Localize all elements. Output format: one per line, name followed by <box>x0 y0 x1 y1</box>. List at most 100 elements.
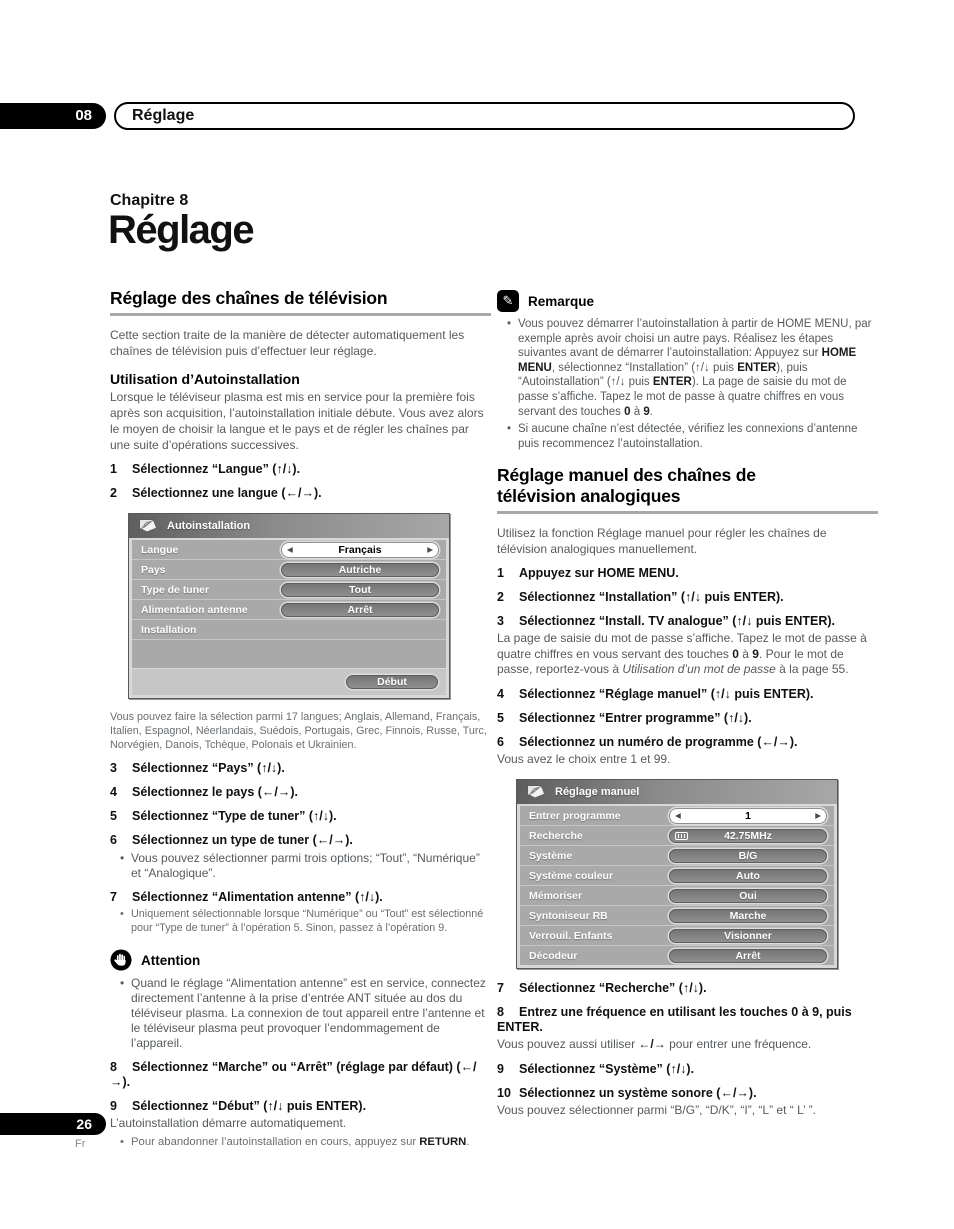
menu-title-icon <box>137 517 159 536</box>
step-number: 3 <box>110 761 117 776</box>
chapter-number-tab: 08 <box>0 103 106 129</box>
step-number: 8 <box>110 1060 117 1075</box>
step-item: 3 Sélectionnez “Install. TV analogue” (↑/… <box>497 614 878 629</box>
step-item: 5 Sélectionnez “Type de tuner” (↑/↓). <box>110 809 491 824</box>
menu-row-label: Alimentation antenne <box>141 603 248 616</box>
step-item: 8 Entrez une fréquence en utilisant les t… <box>497 1005 878 1035</box>
step-text: Entrez une fréquence en utilisant les to… <box>497 1005 852 1035</box>
menu-row: Verrouil. Enfants Visionner <box>520 926 834 947</box>
menu-header: Réglage manuel <box>517 780 837 805</box>
step-text: Sélectionnez le pays (←/→). <box>132 785 299 800</box>
menu-body: Langue ◀ Français ▶ Pays Autriche Type d… <box>129 538 449 698</box>
menu-row-label: Système <box>529 849 573 862</box>
step-text: Sélectionnez un type de tuner (←/→). <box>132 833 353 848</box>
step-item: 1 Appuyez sur HOME MENU. <box>497 566 878 581</box>
step-text: Sélectionnez “Début” (↑/↓ puis ENTER). <box>132 1099 367 1114</box>
selected-value: 1 <box>745 809 751 822</box>
step-text: Sélectionnez “Recherche” (↑/↓). <box>519 981 707 996</box>
step-bullet: Vous pouvez sélectionner parmi trois opt… <box>120 851 491 881</box>
menu-row: Système B/G <box>520 846 834 867</box>
step-number: 10 <box>497 1085 511 1100</box>
menu-row-label: Syntoniseur RB <box>529 909 608 922</box>
step-item: 5 Sélectionnez “Entrer programme” (↑/↓). <box>497 711 878 726</box>
remark-bullet: Vous pouvez démarrer l’autoinstallation … <box>507 317 878 419</box>
step-item: 1 Sélectionnez “Langue” (↑/↓). <box>110 462 491 477</box>
step-note: La page de saisie du mot de passe s’affi… <box>497 631 867 677</box>
step-note: Vous pouvez sélectionner parmi “B/G”, “D… <box>497 1102 816 1117</box>
step-item: 7 Sélectionnez “Alimentation antenne” (↑/… <box>110 890 491 905</box>
step-number: 7 <box>497 981 504 996</box>
section-title: Réglage des chaînes de télévision <box>110 288 388 308</box>
menu-row-label: Décodeur <box>529 949 578 962</box>
subsection-intro: Lorsque le téléviseur plasma est mis en … <box>110 390 484 452</box>
chapter-header-title: Réglage <box>132 107 195 124</box>
chapter-label: Chapitre 8 <box>110 192 189 209</box>
step-text: Sélectionnez “Install. TV analogue” (↑/↓… <box>519 614 836 629</box>
menu-row: Mémoriser Oui <box>520 886 834 907</box>
remark-bullet: Si aucune chaîne n’est détectée, vérifie… <box>507 422 878 451</box>
step-text: Sélectionnez “Alimentation antenne” (↑/↓… <box>132 890 383 905</box>
menu-row: Langue ◀ Français ▶ <box>132 540 446 560</box>
menu-row-label: Système couleur <box>529 869 614 882</box>
attention-header: Attention <box>110 949 491 971</box>
step-item: 6 Sélectionnez un type de tuner (←/→). <box>110 833 491 848</box>
step-number: 5 <box>497 710 504 725</box>
step-number: 4 <box>497 686 504 701</box>
right-arrow-icon: ▶ <box>427 544 433 554</box>
remark-header: ✎ Remarque <box>497 290 878 312</box>
step-bullet: Pour abandonner l’autoinstallation en co… <box>120 1135 491 1149</box>
menu-header: Autoinstallation <box>129 514 449 538</box>
menu-row: Système couleur Auto <box>520 866 834 887</box>
menu-body: Entrer programme ◀ 1 ▶ Recherche 42.75MH… <box>517 804 837 969</box>
menu-footer: Début <box>132 668 446 695</box>
step-text: Sélectionnez “Pays” (↑/↓). <box>132 761 285 776</box>
value-pill: Autriche <box>281 562 439 577</box>
right-arrow-icon: ▶ <box>815 811 821 821</box>
value-pill: Oui <box>669 888 827 903</box>
hand-icon <box>110 949 132 971</box>
screenshot-menu-autoinstallation: Autoinstallation Langue ◀ Français ▶ Pay… <box>128 513 450 699</box>
section-title-line1: Réglage manuel des chaînes de <box>497 465 756 486</box>
step-number: 9 <box>110 1099 117 1114</box>
step-bullet: Uniquement sélectionnable lorsque “Numér… <box>120 908 491 935</box>
step-number: 1 <box>497 566 504 581</box>
value-pill: 42.75MHz <box>669 828 827 843</box>
step-number: 2 <box>110 486 117 500</box>
menu-row: Pays Autriche <box>132 560 446 580</box>
step-item: 2 Sélectionnez une langue (←/→). <box>110 486 491 501</box>
right-column: ✎ Remarque Vous pouvez démarrer l’autoin… <box>497 288 878 1118</box>
section-intro: Cette section traite de la manière de dé… <box>110 328 465 358</box>
step-item: 8 Sélectionnez “Marche” ou “Arrêt” (régla… <box>110 1060 491 1090</box>
menu-row-label: Verrouil. Enfants <box>529 929 613 942</box>
languages-note: Vous pouvez faire la sélection parmi 17 … <box>110 711 487 751</box>
step-number: 3 <box>497 614 504 629</box>
value-pill: Arrêt <box>281 602 439 617</box>
language-label: Fr <box>75 1138 86 1150</box>
step-number: 1 <box>110 462 117 476</box>
step-number: 4 <box>110 785 117 800</box>
attention-bullet: Quand le réglage “Alimentation antenne” … <box>120 976 491 1051</box>
page-title: Réglage <box>108 208 255 252</box>
frequency-value: 42.75MHz <box>724 829 772 842</box>
value-selector: ◀ 1 ▶ <box>669 807 827 824</box>
step-item: 6 Sélectionnez un numéro de programme (←/… <box>497 735 878 750</box>
menu-empty-space <box>132 640 446 668</box>
menu-title: Réglage manuel <box>555 786 640 799</box>
step-item: 10 Sélectionnez un système sonore (←/→). <box>497 1086 878 1101</box>
remark-title: Remarque <box>528 293 595 309</box>
menu-row: Décodeur Arrêt <box>520 946 834 965</box>
step-number: 8 <box>497 1005 504 1020</box>
step-number: 6 <box>110 833 117 848</box>
value-pill: Tout <box>281 582 439 597</box>
step-text: Sélectionnez “Installation” (↑/↓ puis EN… <box>519 590 784 605</box>
menu-row-label: Langue <box>141 543 179 556</box>
menu-row-label: Type de tuner <box>141 583 210 596</box>
subsection-title: Utilisation d’Autoinstallation <box>110 371 300 387</box>
menu-row: Installation <box>132 620 446 640</box>
menu-row: Entrer programme ◀ 1 ▶ <box>520 806 834 827</box>
menu-row-label: Recherche <box>529 829 583 842</box>
page-number-tab: 26 <box>0 1113 106 1135</box>
step-number: 7 <box>110 890 117 905</box>
step-text: Sélectionnez “Système” (↑/↓). <box>519 1061 695 1076</box>
